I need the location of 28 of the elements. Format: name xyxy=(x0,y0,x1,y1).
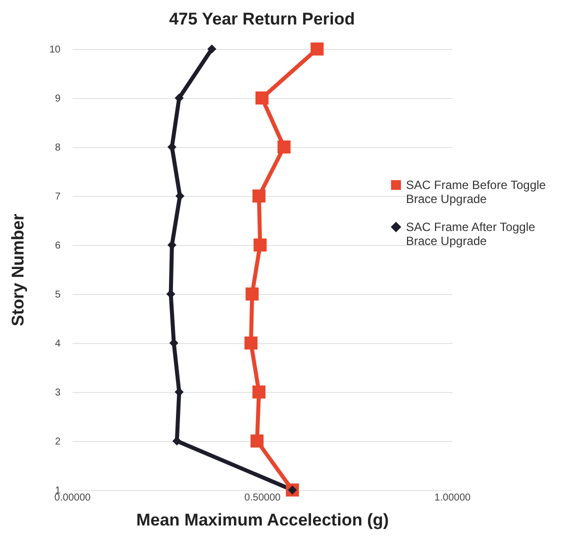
point xyxy=(250,434,264,448)
y-axis-title: Story Number xyxy=(8,213,28,326)
point xyxy=(252,189,266,203)
point xyxy=(175,192,184,200)
point xyxy=(252,385,266,399)
y-tick-label: 3 xyxy=(54,388,61,398)
x-axis-title: Mean Maximum Accelection (g) xyxy=(136,510,389,530)
y-tick-label: 5 xyxy=(54,290,61,300)
y-tick-label: 8 xyxy=(54,142,61,154)
y-tick-label: 9 xyxy=(54,94,61,104)
y-tick-label: 6 xyxy=(54,240,61,252)
point xyxy=(244,336,258,350)
point xyxy=(174,94,184,102)
y-tick-label: 4 xyxy=(54,338,61,350)
point xyxy=(310,42,324,56)
point xyxy=(246,287,259,301)
y-tick-label: 2 xyxy=(54,436,61,448)
y-tick-label: 10 xyxy=(49,44,61,56)
x-tick-label: 1.00000 xyxy=(434,492,472,504)
legend-label: SAC Frame Before Toggle Brace Upgrade xyxy=(406,178,546,206)
y-tick-label: 7 xyxy=(54,192,61,202)
x-tick-label: 0.50000 xyxy=(244,492,282,504)
point xyxy=(255,91,269,105)
point xyxy=(278,140,291,154)
point xyxy=(254,238,267,252)
chart-title: 475 Year Return Period xyxy=(169,9,355,28)
point xyxy=(207,44,216,54)
legend-label: SAC Frame After Toggle Brace Upgrade xyxy=(406,220,536,248)
